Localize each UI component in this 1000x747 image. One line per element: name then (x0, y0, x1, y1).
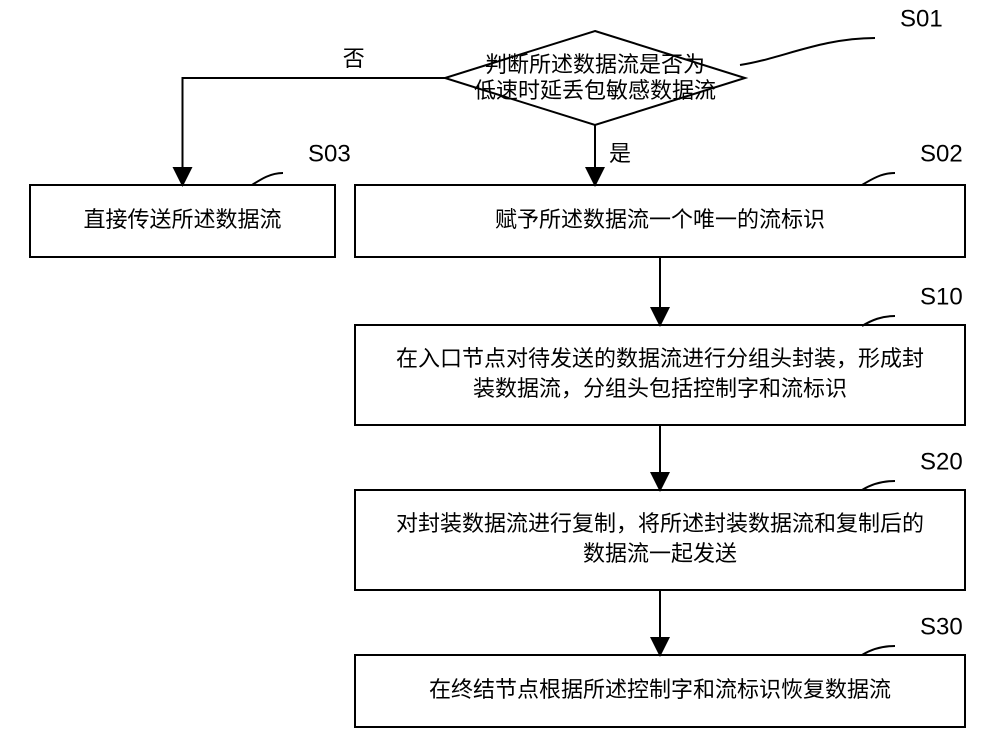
label-yes: 是 (609, 141, 631, 166)
svg-text:直接传送所述数据流: 直接传送所述数据流 (83, 207, 281, 232)
edge-no (183, 78, 446, 185)
decision-text-1: 判断所述数据流是否为 (485, 52, 705, 77)
svg-text:在入口节点对待发送的数据流进行分组头封装，形成封: 在入口节点对待发送的数据流进行分组头封装，形成封 (396, 346, 924, 371)
svg-text:赋予所述数据流一个唯一的流标识: 赋予所述数据流一个唯一的流标识 (495, 207, 825, 232)
label-s20-leader (862, 481, 895, 490)
label-s01-leader (740, 38, 875, 65)
label-s03: S03 (308, 140, 351, 167)
decision-text-2: 低速时延丢包敏感数据流 (474, 78, 716, 103)
svg-text:装数据流，分组头包括控制字和流标识: 装数据流，分组头包括控制字和流标识 (473, 376, 847, 401)
svg-text:对封装数据流进行复制，将所述封装数据流和复制后的: 对封装数据流进行复制，将所述封装数据流和复制后的 (396, 511, 924, 536)
label-s10: S10 (920, 283, 963, 310)
label-s03-leader (252, 173, 283, 185)
label-s02: S02 (920, 140, 963, 167)
label-s30: S30 (920, 613, 963, 640)
label-s01: S01 (900, 5, 943, 32)
svg-text:在终结节点根据所述控制字和流标识恢复数据流: 在终结节点根据所述控制字和流标识恢复数据流 (429, 677, 891, 702)
label-no: 否 (343, 46, 365, 71)
label-s20: S20 (920, 448, 963, 475)
label-s30-leader (862, 646, 895, 655)
label-s02-leader (862, 173, 895, 185)
svg-text:数据流一起发送: 数据流一起发送 (583, 541, 737, 566)
